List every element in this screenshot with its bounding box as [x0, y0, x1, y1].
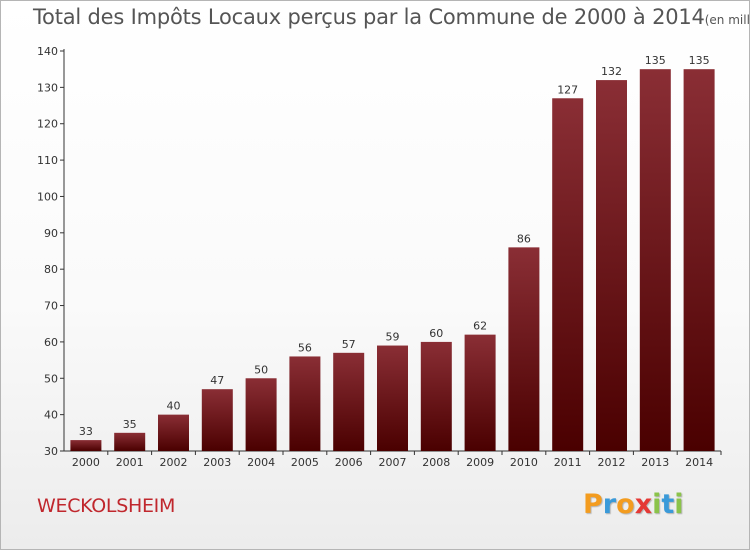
- data-label: 60: [429, 327, 443, 340]
- x-tick-label: 2007: [379, 456, 407, 469]
- chart-title-unit: (en milliers d'€): [704, 13, 750, 27]
- data-label: 132: [601, 65, 622, 78]
- bar: [70, 440, 102, 451]
- bar: [201, 389, 233, 451]
- bar: [464, 334, 496, 451]
- data-label: 135: [689, 54, 710, 67]
- bar: [683, 69, 715, 451]
- bar: [114, 432, 146, 451]
- x-tick-label: 2003: [203, 456, 231, 469]
- bar: [333, 352, 365, 451]
- data-label: 62: [473, 320, 487, 333]
- x-tick-label: 2006: [335, 456, 363, 469]
- logo-letter: i: [652, 489, 662, 520]
- x-tick-label: 2004: [247, 456, 275, 469]
- y-tick-label: 100: [37, 190, 58, 203]
- x-tick-label: 2000: [72, 456, 100, 469]
- commune-name: WECKOLSHEIM: [37, 495, 176, 517]
- x-tick-label: 2014: [685, 456, 713, 469]
- y-tick-label: 50: [44, 372, 58, 385]
- x-tick-label: 2013: [641, 456, 669, 469]
- bar: [245, 378, 277, 451]
- y-tick-label: 140: [37, 45, 58, 58]
- data-label: 135: [645, 54, 666, 67]
- logo-letter: i: [674, 489, 684, 520]
- x-tick-label: 2010: [510, 456, 538, 469]
- y-tick-label: 110: [37, 154, 58, 167]
- y-tick-label: 70: [44, 300, 58, 313]
- data-label: 47: [210, 374, 224, 387]
- bar: [289, 356, 321, 451]
- y-tick-label: 80: [44, 263, 58, 276]
- logo-letter: o: [616, 489, 635, 520]
- logo-letter: x: [634, 489, 653, 520]
- logo-letter: P: [583, 489, 603, 520]
- data-label: 86: [517, 232, 531, 245]
- data-label: 56: [298, 341, 312, 354]
- y-tick-label: 130: [37, 81, 58, 94]
- bar: [508, 247, 540, 451]
- bar: [639, 69, 671, 451]
- data-label: 59: [386, 331, 400, 344]
- chart-title: Total des Impôts Locaux perçus par la Co…: [33, 5, 750, 29]
- y-tick-label: 60: [44, 336, 58, 349]
- data-label: 33: [79, 425, 93, 438]
- proxiti-logo[interactable]: Proxiti: [583, 489, 684, 520]
- data-label: 57: [342, 338, 356, 351]
- x-tick-label: 2002: [160, 456, 188, 469]
- x-tick-label: 2001: [116, 456, 144, 469]
- y-tick-label: 40: [44, 409, 58, 422]
- x-tick-label: 2009: [466, 456, 494, 469]
- data-label: 40: [167, 400, 181, 413]
- y-tick-label: 30: [44, 445, 58, 458]
- x-tick-label: 2011: [554, 456, 582, 469]
- x-tick-label: 2012: [598, 456, 626, 469]
- y-tick-label: 120: [37, 118, 58, 131]
- bar: [420, 341, 452, 451]
- data-label: 127: [557, 83, 578, 96]
- x-tick-label: 2005: [291, 456, 319, 469]
- logo-letter: r: [602, 489, 617, 520]
- data-label: 35: [123, 418, 137, 431]
- y-tick-label: 90: [44, 227, 58, 240]
- bar: [158, 414, 189, 451]
- data-label: 50: [254, 363, 268, 376]
- logo-letter: t: [661, 489, 675, 520]
- bar: [552, 98, 584, 451]
- chart-title-text: Total des Impôts Locaux perçus par la Co…: [33, 5, 705, 29]
- bar: [596, 80, 627, 451]
- bar: [377, 345, 408, 451]
- x-tick-label: 2008: [422, 456, 450, 469]
